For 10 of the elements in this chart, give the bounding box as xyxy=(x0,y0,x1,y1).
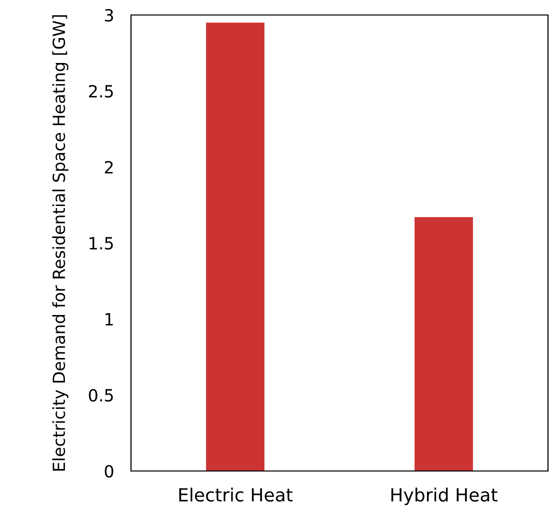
y-tick-label: 1.5 xyxy=(90,237,113,250)
y-tick-label: 1 xyxy=(106,313,113,326)
y-tick-label: 2.5 xyxy=(89,84,113,98)
x-tick-label: Electric Heat xyxy=(179,488,293,502)
y-tick-label: 2 xyxy=(104,160,113,174)
y-tick-label: 0 xyxy=(104,464,114,478)
y-tick-label: 0.5 xyxy=(88,388,113,402)
y-tick-label: 3 xyxy=(105,8,113,22)
y-axis-title: Electricity Demand for Residential Space Heating [GW] xyxy=(52,15,68,471)
x-tick-label: Hybrid Heat xyxy=(391,488,498,506)
